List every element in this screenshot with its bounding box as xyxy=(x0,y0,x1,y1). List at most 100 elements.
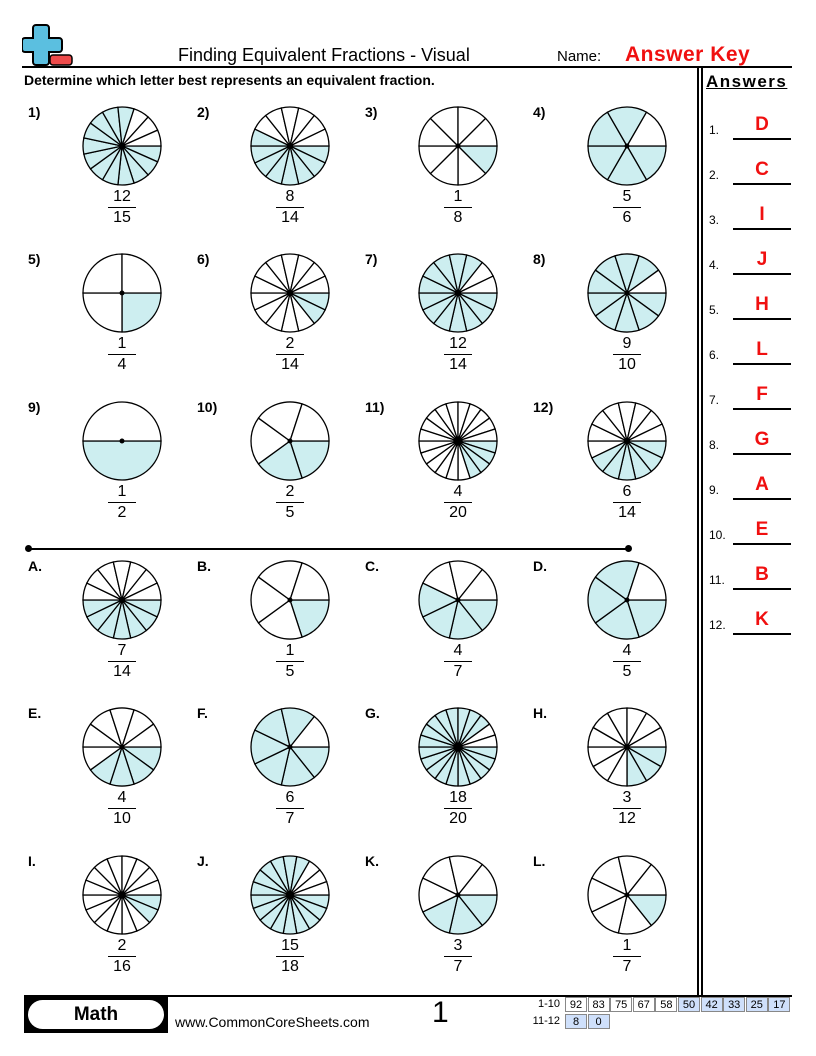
answer-letter[interactable]: G xyxy=(754,429,770,450)
numerator: 5 xyxy=(622,188,632,205)
pie-center xyxy=(624,744,630,750)
denominator: 16 xyxy=(113,958,131,976)
questions-label: 6) xyxy=(197,251,210,267)
answer-letter[interactable]: L xyxy=(756,339,768,360)
choices-pie xyxy=(418,707,498,787)
website-link[interactable]: www.CommonCoreSheets.com xyxy=(175,1014,370,1030)
pie-slice xyxy=(457,428,498,442)
numerator: 6 xyxy=(622,483,632,500)
answer-letter[interactable]: C xyxy=(755,159,769,180)
pie-slice xyxy=(257,598,303,640)
answer-number: 4. xyxy=(709,258,720,272)
choices-label: I. xyxy=(28,853,36,869)
fraction-bar xyxy=(276,354,304,356)
questions-pie xyxy=(250,253,330,333)
answer-letter[interactable]: J xyxy=(756,249,768,270)
pie-slice xyxy=(82,253,123,294)
answer-number: 5. xyxy=(709,303,720,317)
fraction-bar xyxy=(613,207,641,209)
pie-center xyxy=(624,438,630,444)
denominator: 20 xyxy=(449,504,467,522)
questions-label: 4) xyxy=(533,104,546,120)
questions-label: 8) xyxy=(533,251,546,267)
choices-label: K. xyxy=(365,853,379,869)
choices-pie xyxy=(250,707,330,787)
answer-letter[interactable]: E xyxy=(755,519,769,540)
numerator: 9 xyxy=(622,335,632,352)
pie-center xyxy=(624,143,630,149)
pie-center xyxy=(287,438,293,444)
answer-number: 8. xyxy=(709,438,720,452)
answer-letter[interactable]: D xyxy=(755,114,769,135)
answer-number: 7. xyxy=(709,393,720,407)
numerator: 2 xyxy=(285,483,295,500)
answer-number: 1. xyxy=(709,123,720,137)
score-cell: 92 xyxy=(565,997,587,1012)
denominator: 18 xyxy=(281,958,299,976)
choices-label: C. xyxy=(365,558,379,574)
choices-pie xyxy=(82,855,162,935)
pie-slice xyxy=(250,417,292,465)
pie-center xyxy=(455,290,461,296)
choices-pie xyxy=(82,560,162,640)
answer-letter[interactable]: I xyxy=(759,204,765,225)
numerator: 12 xyxy=(449,335,467,352)
score-cell: 58 xyxy=(655,997,678,1012)
pie-center xyxy=(624,892,630,898)
answer-letter[interactable]: H xyxy=(755,294,769,315)
questions-pie xyxy=(418,401,498,481)
pie-center xyxy=(287,892,293,898)
answer-letter[interactable]: B xyxy=(755,564,769,585)
worksheet-title: Finding Equivalent Fractions - Visual xyxy=(178,45,470,65)
denominator: 14 xyxy=(281,356,299,374)
pie-slice xyxy=(121,129,162,147)
pie-center xyxy=(119,290,125,296)
pie-center xyxy=(455,892,461,898)
answer-letter[interactable]: F xyxy=(756,384,768,405)
fraction-bar xyxy=(613,956,641,958)
choices-pie xyxy=(418,855,498,935)
fraction: 3 12 xyxy=(607,789,647,828)
fraction-bar xyxy=(444,808,472,810)
denominator: 14 xyxy=(618,504,636,522)
denominator: 6 xyxy=(622,209,632,227)
answer-number: 11. xyxy=(709,573,725,587)
fraction-bar xyxy=(613,502,641,504)
choices-label: H. xyxy=(533,705,547,721)
score-cell: 0 xyxy=(587,1014,610,1029)
questions-label: 2) xyxy=(197,104,210,120)
numerator: 1 xyxy=(622,937,632,954)
numerator: 1 xyxy=(285,642,295,659)
fraction-bar xyxy=(276,661,304,663)
choices-pie xyxy=(587,707,667,787)
denominator: 7 xyxy=(453,958,463,976)
numerator: 2 xyxy=(117,937,127,954)
fraction-bar xyxy=(276,956,304,958)
pie-slice-shaded xyxy=(289,599,330,638)
numerator: 1 xyxy=(453,188,463,205)
footer-divider xyxy=(24,995,792,997)
answer-line xyxy=(733,498,791,500)
choices-pie xyxy=(418,560,498,640)
pie-slice xyxy=(82,292,123,333)
answer-letter[interactable]: A xyxy=(755,474,769,495)
pie-center xyxy=(455,438,461,444)
pie-slice-shaded xyxy=(587,576,629,624)
pie-slice xyxy=(121,253,162,294)
answer-letter[interactable]: K xyxy=(755,609,769,630)
choices-label: L. xyxy=(533,853,546,869)
pie-slice xyxy=(456,117,498,147)
score-cell: 75 xyxy=(610,997,633,1012)
answers-divider xyxy=(697,68,699,995)
denominator: 15 xyxy=(113,209,131,227)
answer-line xyxy=(733,363,791,365)
pie-center xyxy=(455,143,461,149)
pie-slice xyxy=(456,568,498,601)
numerator: 1 xyxy=(117,335,127,352)
numerator: 3 xyxy=(622,789,632,806)
numerator: 4 xyxy=(117,789,127,806)
questions-label: 11) xyxy=(365,399,385,415)
score-row-label: 11-12 xyxy=(532,1015,560,1027)
choices-label: A. xyxy=(28,558,42,574)
answer-line xyxy=(733,588,791,590)
